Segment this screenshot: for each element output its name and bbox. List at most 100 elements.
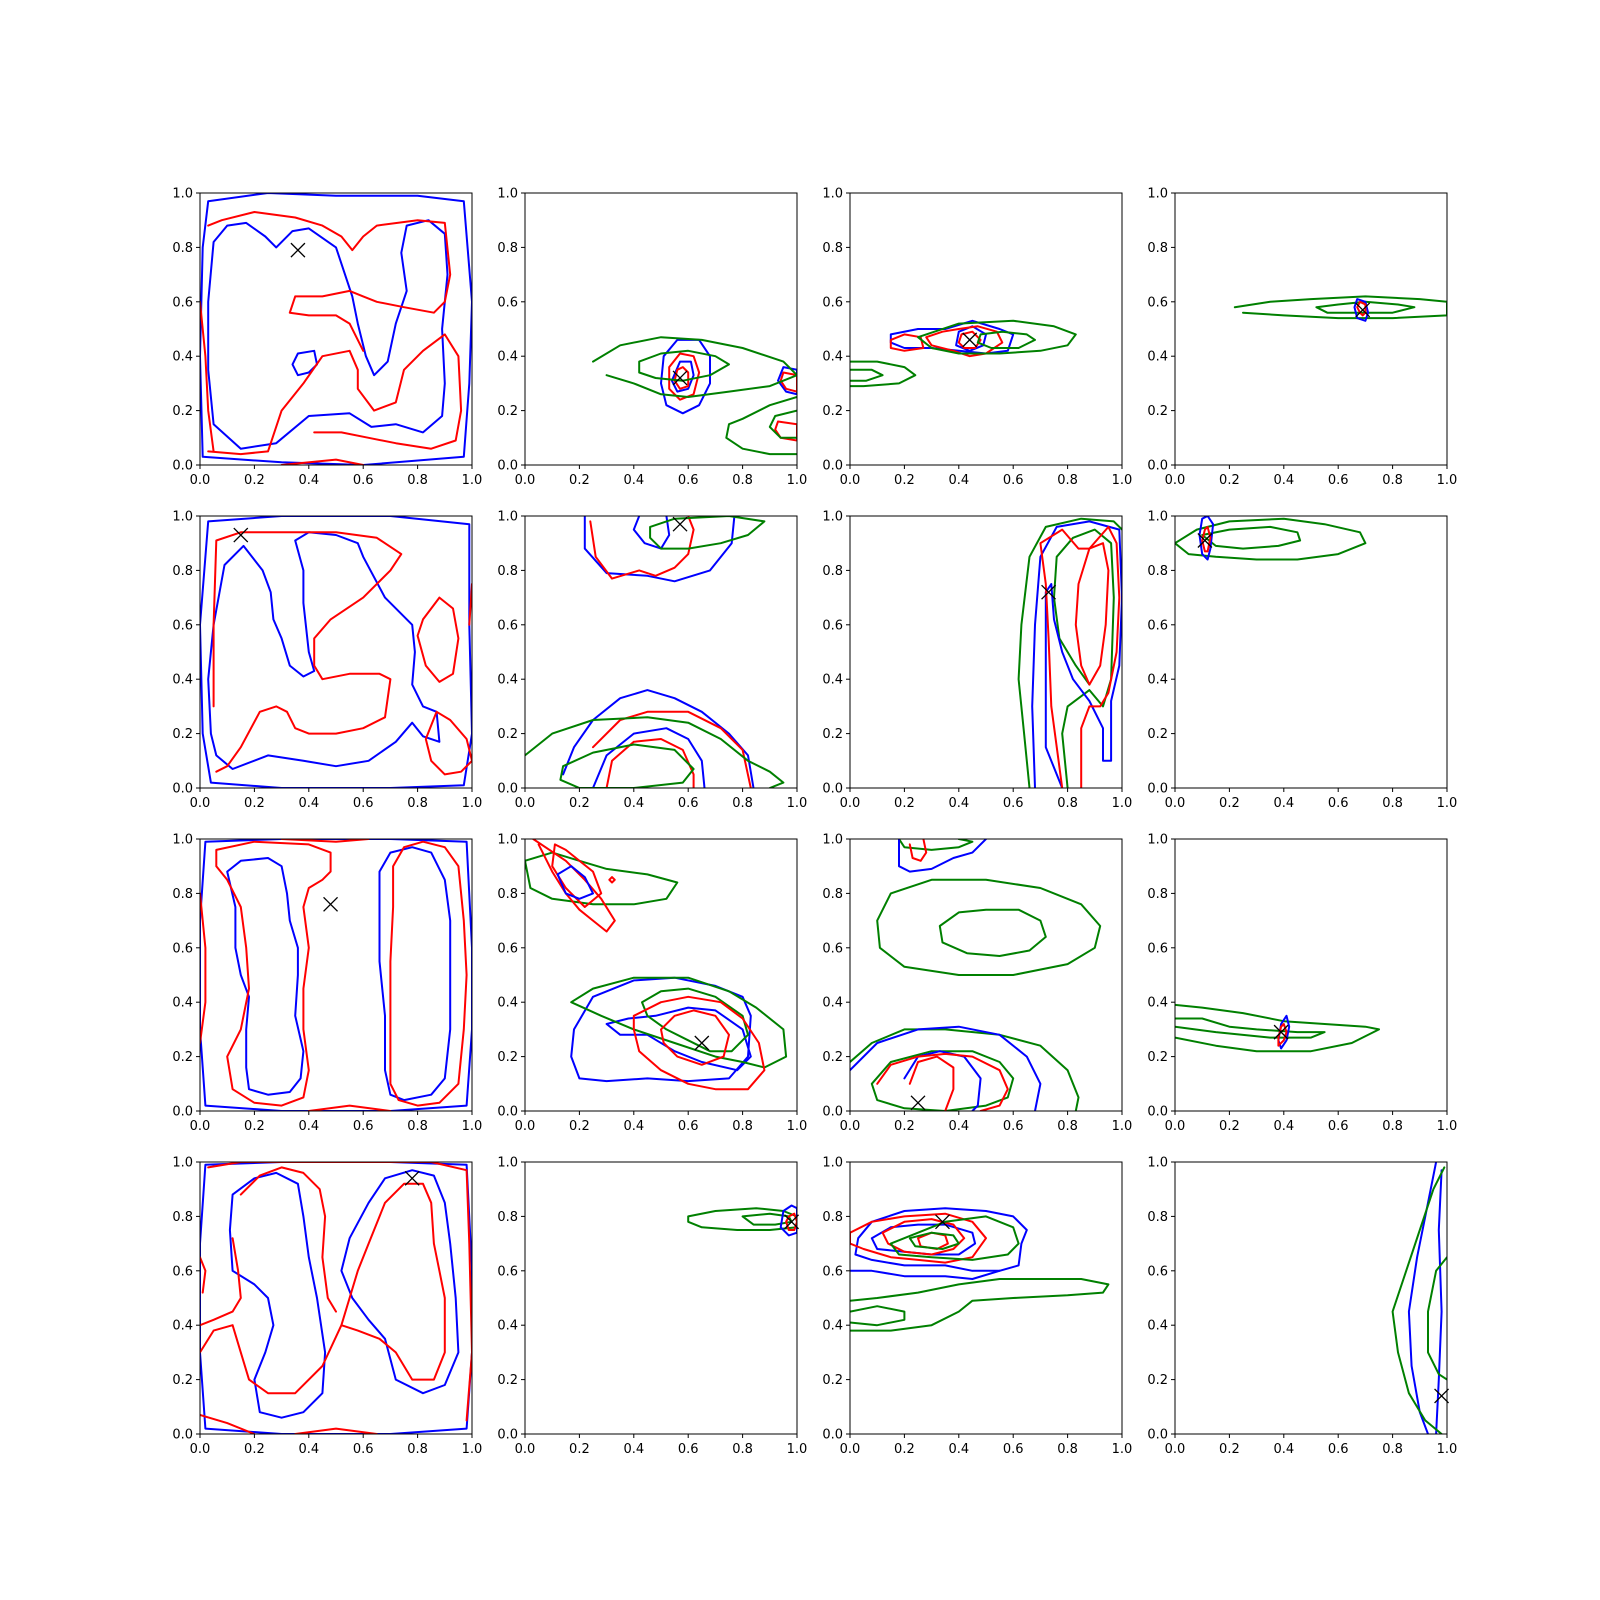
y-tick-label: 0.0: [1147, 459, 1168, 474]
x-tick-label: 0.0: [190, 473, 211, 488]
contour-line-green: [1175, 1003, 1380, 1053]
y-tick-label: 0.6: [822, 941, 843, 956]
x-marker: [784, 1214, 800, 1230]
x-tick-label: 0.0: [515, 1119, 536, 1134]
contour-line-green: [850, 1278, 1110, 1332]
contour-line-red: [785, 1212, 797, 1231]
contour-line-green: [1175, 517, 1367, 561]
contour-line-blue: [200, 1162, 472, 1434]
x-marker: [694, 1035, 710, 1051]
y-tick-label: 0.0: [822, 459, 843, 474]
y-tick-label: 0.6: [497, 295, 518, 310]
x-tick-label: 1.0: [787, 796, 808, 811]
contour-line-red: [200, 300, 215, 453]
contour-line-red: [1201, 525, 1212, 553]
axes-frame: [1174, 838, 1448, 1112]
y-tick-label: 0.2: [497, 404, 518, 419]
plot-area: [687, 1204, 797, 1237]
y-tick-label: 0.4: [1147, 673, 1168, 688]
contour-line-blue: [340, 1169, 460, 1395]
x-tick-label: 0.8: [1382, 473, 1403, 488]
contour-line-blue: [1435, 1169, 1443, 1434]
contour-line-red: [608, 876, 616, 884]
contour-line-red: [207, 333, 463, 456]
x-marker: [290, 242, 306, 258]
contour-line-green: [908, 1231, 960, 1250]
subplot-r1-c1: 0.00.0 0.2 0.2 0.4 0.4 0.6 0.6 0.8 0.8 1.0 1.0: [172, 187, 482, 489]
x-tick-label: 0.4: [1273, 1119, 1294, 1134]
axes-frame: [1174, 192, 1448, 466]
plot-area: [200, 193, 472, 465]
contour-line-green: [687, 1207, 797, 1231]
y-tick-label: 0.4: [1147, 996, 1168, 1011]
contour-line-green: [1201, 525, 1302, 550]
y-tick-label: 1.0: [497, 510, 518, 525]
y-tick-label: 1.0: [822, 187, 843, 202]
contour-line-red: [307, 1104, 392, 1111]
x-tick-label: 0.4: [948, 1442, 969, 1457]
contour-line-blue: [378, 846, 452, 1102]
contour-line-red: [850, 1212, 987, 1264]
contour-line-blue: [592, 727, 706, 788]
x-tick-label: 1.0: [462, 1119, 483, 1134]
x-tick-label: 0.4: [1273, 1442, 1294, 1457]
contour-line-red: [207, 211, 452, 352]
x-tick-label: 0.2: [244, 473, 265, 488]
x-tick-label: 0.4: [623, 796, 644, 811]
contour-line-green: [976, 330, 1036, 349]
y-tick-label: 0.2: [822, 1050, 843, 1065]
x-tick-label: 0.0: [840, 796, 861, 811]
contour-line-red: [589, 516, 695, 580]
x-marker: [404, 1170, 420, 1186]
contour-line-red: [200, 1414, 256, 1434]
contour-line-green: [876, 878, 1102, 976]
contour-line-red: [215, 840, 332, 1107]
x-tick-label: 0.6: [353, 796, 374, 811]
plot-area: [200, 516, 472, 788]
x-tick-label: 0.8: [732, 796, 753, 811]
y-tick-label: 1.0: [822, 833, 843, 848]
x-tick-label: 0.6: [1328, 1442, 1349, 1457]
contour-line-red: [294, 1427, 378, 1434]
contour-line-green: [850, 360, 917, 388]
y-tick-label: 0.2: [1147, 727, 1168, 742]
contour-line-green: [638, 349, 730, 382]
contour-line-green: [889, 1215, 1020, 1261]
contour-line-green: [649, 516, 766, 550]
contour-line-green: [1315, 300, 1416, 314]
x-tick-label: 0.8: [407, 1119, 428, 1134]
x-tick-label: 1.0: [1437, 796, 1458, 811]
contour-line-red: [779, 371, 797, 393]
y-tick-label: 0.8: [172, 241, 193, 256]
y-tick-label: 0.4: [172, 350, 193, 365]
contour-line-green: [768, 409, 797, 439]
x-tick-label: 0.0: [1165, 1442, 1186, 1457]
y-tick-label: 0.6: [497, 1264, 518, 1279]
x-tick-label: 0.4: [948, 1119, 969, 1134]
y-tick-label: 0.0: [497, 782, 518, 797]
contour-line-green: [917, 319, 1077, 355]
y-tick-label: 1.0: [822, 510, 843, 525]
x-marker: [233, 527, 249, 543]
y-tick-label: 0.2: [1147, 1373, 1168, 1388]
contour-line-blue: [670, 360, 695, 393]
axes-frame: [524, 1161, 798, 1435]
x-tick-label: 0.6: [678, 796, 699, 811]
y-tick-label: 0.8: [822, 887, 843, 902]
axes-frame: [1174, 515, 1448, 789]
x-tick-label: 0.2: [569, 1119, 590, 1134]
contour-line-red: [774, 420, 797, 442]
x-tick-label: 0.2: [894, 473, 915, 488]
x-tick-label: 0.8: [1057, 473, 1078, 488]
x-marker: [935, 1214, 950, 1230]
subplot-r3-c4: 0.00.0 0.2 0.2 0.4 0.4 0.6 0.6 0.8 0.8 1.0 1.0: [1147, 833, 1457, 1135]
x-tick-label: 0.8: [1057, 1442, 1078, 1457]
y-tick-label: 0.6: [1147, 618, 1168, 633]
y-tick-label: 0.8: [1147, 241, 1168, 256]
x-tick-label: 0.8: [732, 1119, 753, 1134]
y-tick-label: 0.4: [822, 996, 843, 1011]
y-tick-label: 0.0: [172, 1105, 193, 1120]
x-tick-label: 0.4: [298, 1119, 319, 1134]
contour-line-green: [898, 839, 974, 851]
subplot-r2-c2: 0.00.0 0.2 0.2 0.4 0.4 0.6 0.6 0.8 0.8 1.0 1.0: [497, 510, 807, 812]
